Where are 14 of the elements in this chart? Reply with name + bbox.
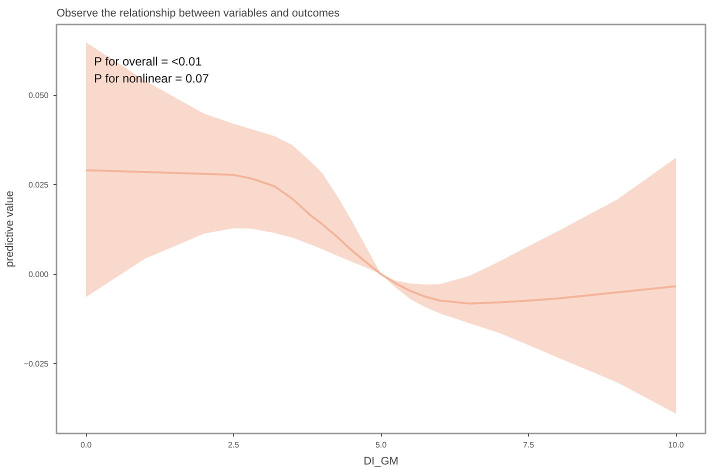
x-tick-label: 5.0 [375,440,388,450]
y-tick-label: −0.025 [24,360,50,369]
x-axis-title: DI_GM [364,456,398,468]
y-tick-label: 0.025 [28,180,50,190]
line-series [85,169,677,304]
annotation: P for overall = <0.01 P for nonlinear = 0.07 [94,54,210,86]
x-tick-label: 2.5 [228,440,240,450]
x-tick-label: 7.5 [522,440,535,450]
y-axis-title: predictive value [4,190,16,268]
x-tick-label: 10.0 [668,440,684,450]
y-tick-label: 0.050 [28,91,50,100]
chart-title: Observe the relationship between variables and outcomes [56,8,340,20]
y-tick-label: 0.000 [28,270,50,280]
x-tick-label: 0.0 [80,440,92,450]
